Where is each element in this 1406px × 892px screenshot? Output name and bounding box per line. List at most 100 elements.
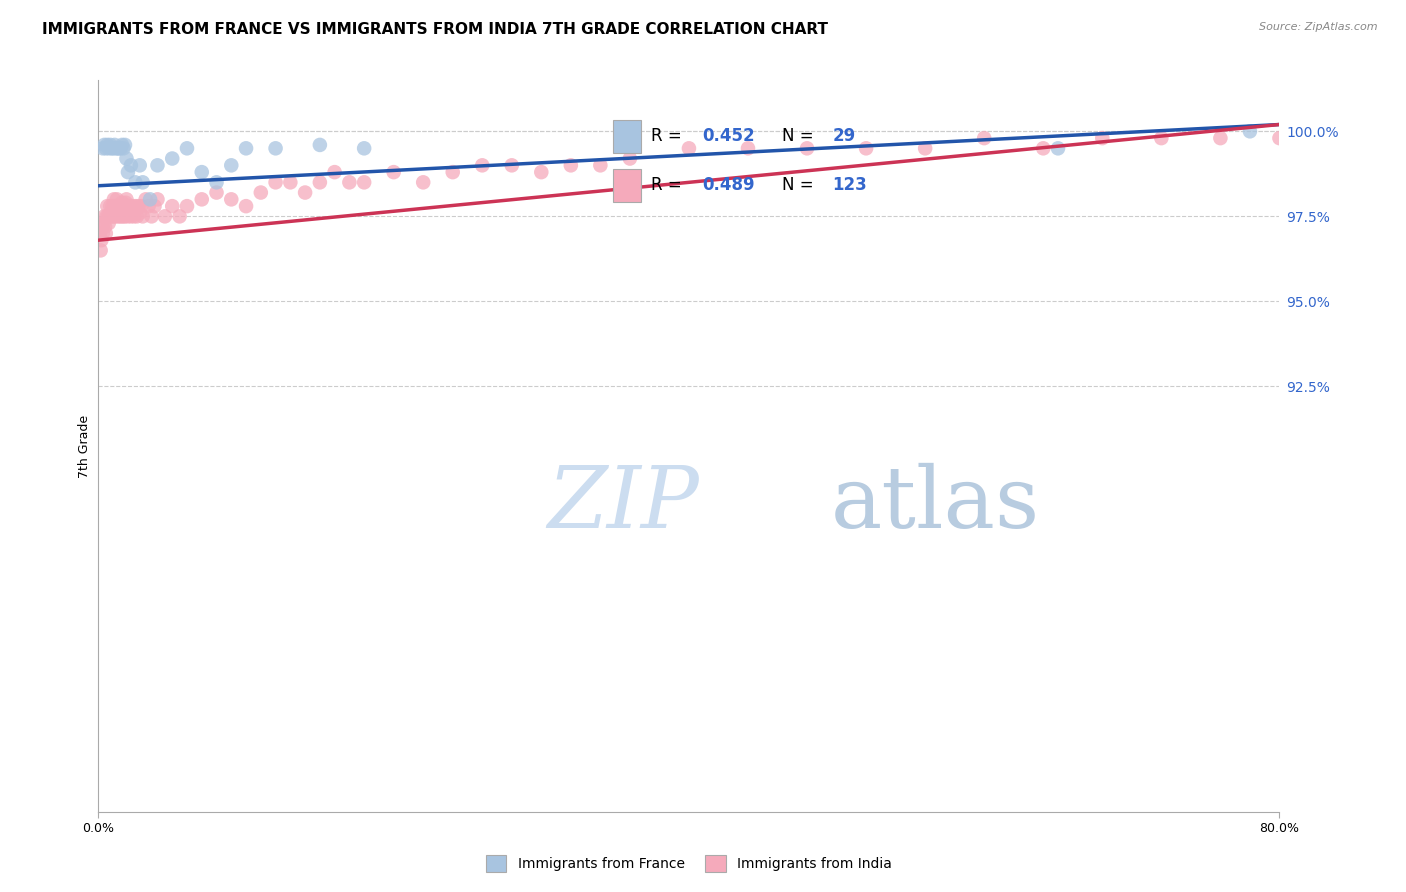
- Point: [250, 186, 273, 200]
- Point: [105, 192, 128, 206]
- Point: [353, 141, 375, 155]
- Text: N =: N =: [782, 177, 818, 194]
- Point: [110, 210, 132, 224]
- Point: [97, 216, 120, 230]
- Point: [104, 137, 127, 152]
- Point: [104, 199, 127, 213]
- Point: [120, 158, 142, 172]
- FancyBboxPatch shape: [613, 120, 641, 153]
- Point: [205, 175, 228, 189]
- Point: [914, 141, 936, 155]
- Point: [855, 141, 877, 155]
- Point: [135, 192, 157, 206]
- Point: [560, 158, 582, 172]
- Point: [176, 199, 198, 213]
- Point: [94, 219, 117, 234]
- Point: [471, 158, 494, 172]
- Point: [111, 195, 134, 210]
- Point: [138, 199, 160, 213]
- Point: [530, 165, 553, 179]
- Point: [100, 206, 122, 220]
- Text: 29: 29: [832, 128, 856, 145]
- Point: [619, 152, 641, 166]
- Point: [294, 186, 316, 200]
- Point: [117, 165, 139, 179]
- Y-axis label: 7th Grade: 7th Grade: [79, 415, 91, 477]
- Point: [441, 165, 464, 179]
- Point: [108, 141, 131, 155]
- Point: [1327, 124, 1350, 138]
- Point: [501, 158, 523, 172]
- Point: [221, 158, 243, 172]
- Point: [309, 175, 332, 189]
- Point: [146, 158, 169, 172]
- Point: [115, 199, 138, 213]
- Point: [100, 210, 122, 224]
- Point: [115, 192, 138, 206]
- Point: [96, 210, 118, 224]
- Point: [110, 199, 132, 213]
- Text: IMMIGRANTS FROM FRANCE VS IMMIGRANTS FROM INDIA 7TH GRADE CORRELATION CHART: IMMIGRANTS FROM FRANCE VS IMMIGRANTS FRO…: [42, 22, 828, 37]
- Point: [97, 210, 120, 224]
- Text: ZIP: ZIP: [547, 463, 699, 546]
- Point: [105, 199, 128, 213]
- Point: [111, 137, 134, 152]
- Point: [278, 175, 302, 189]
- Point: [309, 137, 332, 152]
- Text: 0.489: 0.489: [702, 177, 755, 194]
- Point: [112, 141, 135, 155]
- Point: [100, 141, 122, 155]
- Point: [105, 141, 128, 155]
- Point: [93, 216, 115, 230]
- Point: [153, 210, 176, 224]
- Point: [127, 199, 149, 213]
- Point: [91, 227, 114, 241]
- Point: [128, 206, 150, 220]
- Point: [412, 175, 434, 189]
- Point: [221, 192, 243, 206]
- Point: [96, 137, 118, 152]
- Text: R =: R =: [651, 177, 688, 194]
- Point: [128, 158, 150, 172]
- Point: [89, 227, 111, 241]
- Point: [146, 192, 169, 206]
- Point: [323, 165, 346, 179]
- Point: [169, 210, 191, 224]
- Point: [114, 137, 136, 152]
- Point: [191, 165, 214, 179]
- Point: [103, 192, 125, 206]
- Point: [1386, 124, 1406, 138]
- Point: [121, 199, 143, 213]
- Point: [90, 233, 112, 247]
- Point: [162, 199, 183, 213]
- Point: [235, 141, 257, 155]
- Point: [678, 141, 700, 155]
- Point: [235, 199, 257, 213]
- Point: [120, 210, 142, 224]
- Point: [1091, 131, 1114, 145]
- Text: N =: N =: [782, 128, 818, 145]
- Point: [91, 219, 114, 234]
- FancyBboxPatch shape: [613, 169, 641, 202]
- Point: [94, 141, 117, 155]
- Point: [162, 152, 183, 166]
- Point: [1298, 124, 1320, 138]
- Point: [118, 199, 141, 213]
- Point: [1046, 141, 1069, 155]
- Point: [264, 175, 287, 189]
- Point: [737, 141, 759, 155]
- Point: [112, 199, 135, 213]
- Point: [115, 152, 138, 166]
- Point: [1209, 131, 1232, 145]
- Point: [132, 175, 155, 189]
- Point: [114, 195, 136, 210]
- Point: [973, 131, 995, 145]
- Point: [104, 210, 127, 224]
- Point: [353, 175, 375, 189]
- Legend: Immigrants from France, Immigrants from India: Immigrants from France, Immigrants from …: [479, 850, 898, 878]
- Point: [124, 199, 146, 213]
- Point: [107, 199, 129, 213]
- Point: [176, 141, 198, 155]
- Point: [191, 192, 214, 206]
- Text: Source: ZipAtlas.com: Source: ZipAtlas.com: [1260, 22, 1378, 32]
